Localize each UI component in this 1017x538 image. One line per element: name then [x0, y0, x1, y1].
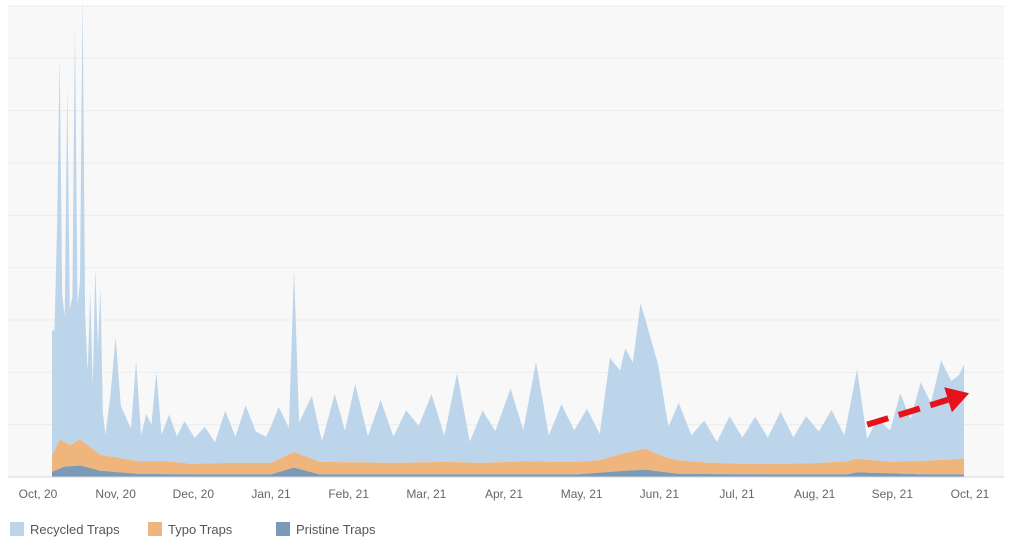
- legend-label: Pristine Traps: [296, 521, 376, 537]
- x-tick-label: Nov, 20: [95, 487, 136, 501]
- annotation-arrow-head: [944, 387, 970, 413]
- x-tick-label: May, 21: [561, 487, 603, 501]
- x-tick-label: Jul, 21: [719, 487, 755, 501]
- series-area-typo-traps: [52, 439, 964, 475]
- x-tick-label: Feb, 21: [328, 487, 369, 501]
- legend-swatch-recycled: [10, 522, 24, 536]
- legend-swatch-pristine: [276, 522, 290, 536]
- gridlines: [8, 5, 1004, 426]
- series-area-pristine-traps: [52, 465, 964, 477]
- annotation-arrow-shaft: [866, 396, 949, 428]
- x-tick-label: Oct, 21: [951, 487, 990, 501]
- x-axis-ticks: Oct, 20 Nov, 20 Dec, 20 Jan, 21 Feb, 21 Mar, …: [19, 487, 990, 501]
- legend-item-recycled-traps[interactable]: Recycled Traps: [10, 522, 130, 537]
- legend-label: Recycled Traps: [30, 521, 120, 537]
- x-tick-label: Jun, 21: [640, 487, 680, 501]
- series-areas: [52, 0, 964, 477]
- annotation-arrow: [866, 387, 970, 428]
- x-tick-label: Sep, 21: [872, 487, 914, 501]
- legend-swatch-typo: [148, 522, 162, 536]
- area-chart: Oct, 20 Nov, 20 Dec, 20 Jan, 21 Feb, 21 Mar, …: [8, 0, 1004, 501]
- legend-label: Typo Traps: [168, 521, 233, 537]
- legend-item-typo-traps[interactable]: Typo Traps: [148, 522, 258, 537]
- x-tick-label: Oct, 20: [19, 487, 58, 501]
- x-tick-label: Jan, 21: [251, 487, 291, 501]
- legend-item-pristine-traps[interactable]: Pristine Traps: [276, 522, 396, 537]
- plot-background: [8, 6, 1004, 477]
- legend: Recycled Traps Typo Traps Pristine Traps: [10, 520, 414, 538]
- x-tick-label: Aug, 21: [794, 487, 836, 501]
- x-tick-label: Apr, 21: [485, 487, 523, 501]
- x-tick-label: Dec, 20: [173, 487, 215, 501]
- x-tick-label: Mar, 21: [406, 487, 446, 501]
